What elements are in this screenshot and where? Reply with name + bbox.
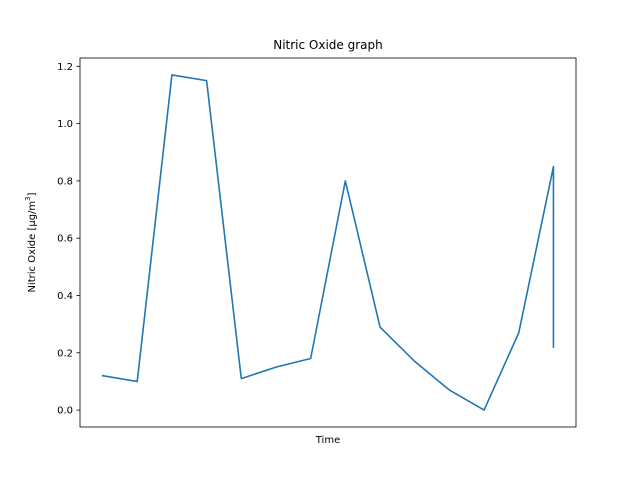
y-tick-label: 0.2 [57,348,73,359]
y-tick-label: 1.2 [57,62,73,73]
y-axis-label: Nitric Oxide [μg/m3] [24,192,38,292]
y-axis-label-tail: ] [27,192,38,196]
y-tick-label: 1.0 [57,119,73,130]
chart-title: Nitric Oxide graph [273,38,383,52]
x-axis-label: Time [315,435,340,446]
series-line [101,74,555,411]
y-tick-label: 0.4 [57,291,73,302]
y-tick-label: 0.0 [57,406,73,417]
y-axis-label-main: Nitric Oxide [μg/m [27,201,38,293]
y-tick-label: 0.8 [57,176,73,187]
plot-frame [79,57,577,428]
y-tick-label: 0.6 [57,234,73,245]
y-axis-ticks: 0.0 0.2 0.4 0.6 0.8 1.0 1.2 [57,62,80,417]
y-axis-label-superscript: 3 [24,196,32,200]
